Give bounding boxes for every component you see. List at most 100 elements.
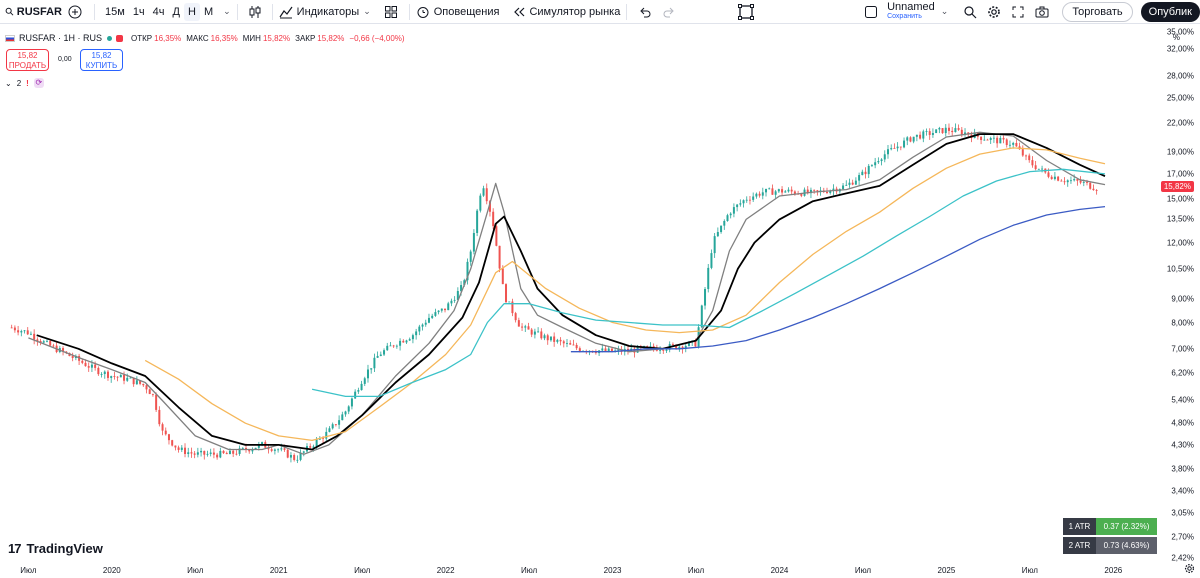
quick-search-button[interactable] bbox=[958, 0, 982, 24]
axis-settings-icon[interactable] bbox=[1184, 563, 1195, 574]
candle-body bbox=[180, 447, 183, 450]
candle-body bbox=[447, 303, 450, 311]
publish-button[interactable]: Опублик bbox=[1140, 1, 1200, 22]
alerts-button[interactable]: Оповещения bbox=[416, 0, 499, 24]
candle-body bbox=[996, 137, 999, 144]
candle-body bbox=[886, 149, 889, 155]
candle-body bbox=[723, 220, 726, 226]
price-axis-tick: 3,05% bbox=[1171, 508, 1194, 518]
candle-body bbox=[999, 137, 1002, 144]
candles-icon bbox=[249, 5, 261, 18]
candle-body bbox=[87, 366, 90, 368]
tradingview-watermark[interactable]: 17 TradingView bbox=[8, 541, 103, 556]
layout-name[interactable]: Unnamed Сохранить bbox=[887, 0, 935, 24]
market-status-icon bbox=[107, 35, 113, 41]
symbol-search-button[interactable]: RUSFAR bbox=[0, 0, 62, 24]
interval-15m[interactable]: 15м bbox=[105, 5, 125, 18]
price-axis-tick: 3,80% bbox=[1171, 464, 1194, 474]
interval-4h[interactable]: 4ч bbox=[152, 5, 165, 18]
candle-body bbox=[720, 225, 723, 233]
interval-1h[interactable]: 1ч bbox=[132, 5, 145, 18]
candle-body bbox=[341, 414, 344, 421]
interval-month[interactable]: М bbox=[203, 5, 214, 18]
sell-button[interactable]: 15,82 ПРОДАТЬ bbox=[6, 49, 49, 71]
candle-body bbox=[1008, 144, 1011, 146]
trade-button[interactable]: Торговать bbox=[1062, 1, 1133, 22]
candle-body bbox=[431, 315, 434, 318]
fullscreen-select-button[interactable] bbox=[731, 0, 761, 24]
candle-body bbox=[450, 300, 453, 304]
warning-icon: ! bbox=[26, 78, 29, 88]
interval-week[interactable]: Н bbox=[183, 2, 200, 21]
candle-body bbox=[858, 175, 861, 181]
redo-button[interactable] bbox=[657, 0, 681, 24]
layout-checkbox[interactable] bbox=[865, 0, 878, 24]
candle-body bbox=[938, 128, 941, 130]
candle-body bbox=[957, 128, 960, 130]
price-chart[interactable] bbox=[0, 24, 1165, 578]
candle-body bbox=[113, 376, 116, 377]
candle-body bbox=[331, 424, 334, 429]
chart-type-button[interactable] bbox=[244, 0, 266, 24]
toolbar-divider bbox=[236, 3, 238, 20]
candle-body bbox=[793, 191, 796, 194]
candle-body bbox=[707, 267, 710, 289]
candle-body bbox=[62, 348, 65, 352]
candle-body bbox=[261, 442, 264, 445]
settings-button[interactable] bbox=[982, 0, 1006, 24]
candle-body bbox=[309, 446, 312, 448]
candle-body bbox=[861, 171, 864, 176]
candle-body bbox=[39, 340, 42, 343]
candle-body bbox=[296, 459, 299, 461]
symbol-label: RUSFAR bbox=[16, 5, 62, 18]
layout-name-label: Unnamed bbox=[887, 0, 935, 13]
candle-body bbox=[826, 191, 829, 193]
compare-symbol-button[interactable] bbox=[62, 0, 88, 24]
buy-button[interactable]: 15,82 КУПИТЬ bbox=[80, 49, 123, 71]
toolbar-divider bbox=[271, 3, 273, 20]
price-axis-tick: 6,20% bbox=[1171, 368, 1194, 378]
select-frame-icon bbox=[738, 3, 755, 20]
candle-body bbox=[498, 245, 501, 269]
candle-body bbox=[434, 312, 437, 316]
price-axis-tick: 2,70% bbox=[1171, 532, 1194, 542]
layouts-button[interactable] bbox=[379, 0, 403, 24]
indicators-button[interactable]: Индикаторы ⌄ bbox=[279, 0, 371, 24]
snapshot-button[interactable] bbox=[1030, 0, 1054, 24]
chevron-down-icon[interactable]: ⌄ bbox=[940, 6, 949, 16]
chevron-down-icon[interactable]: ⌄ bbox=[223, 6, 231, 16]
layout-save-status: Сохранить bbox=[887, 12, 922, 20]
candle-body bbox=[132, 377, 135, 385]
candle-body bbox=[71, 356, 74, 359]
candle-body bbox=[193, 453, 196, 455]
time-axis-tick: Июл bbox=[854, 566, 872, 575]
candle-body bbox=[81, 360, 84, 363]
candle-body bbox=[562, 341, 565, 344]
fullscreen-button[interactable] bbox=[1006, 0, 1030, 24]
refresh-icon[interactable]: ⟳ bbox=[33, 78, 44, 88]
candle-body bbox=[736, 204, 739, 208]
replay-label: Симулятор рынка bbox=[529, 5, 621, 18]
candle-body bbox=[748, 199, 751, 201]
collapse-indicators-button[interactable]: ⌄ bbox=[5, 78, 12, 88]
candle-body bbox=[565, 343, 568, 344]
candle-body bbox=[848, 182, 851, 185]
replay-button[interactable]: Симулятор рынка bbox=[513, 0, 620, 24]
candle-body bbox=[829, 190, 832, 193]
candle-body bbox=[232, 450, 235, 454]
candle-body bbox=[556, 339, 559, 342]
candle-body bbox=[184, 447, 187, 454]
candle-body bbox=[325, 431, 328, 439]
candle-body bbox=[671, 344, 674, 345]
candle-body bbox=[1082, 182, 1085, 183]
price-axis-tick: 2,42% bbox=[1171, 553, 1194, 563]
candle-body bbox=[167, 434, 170, 441]
candle-body bbox=[206, 453, 209, 455]
undo-button[interactable] bbox=[633, 0, 657, 24]
plus-circle-icon bbox=[68, 5, 82, 18]
open-label: ОТКР bbox=[131, 33, 153, 43]
candle-body bbox=[126, 377, 129, 381]
interval-day[interactable]: Д bbox=[172, 5, 180, 18]
atr-1-label: 1 ATR bbox=[1063, 518, 1096, 535]
indicator-count: 2 bbox=[16, 78, 22, 88]
